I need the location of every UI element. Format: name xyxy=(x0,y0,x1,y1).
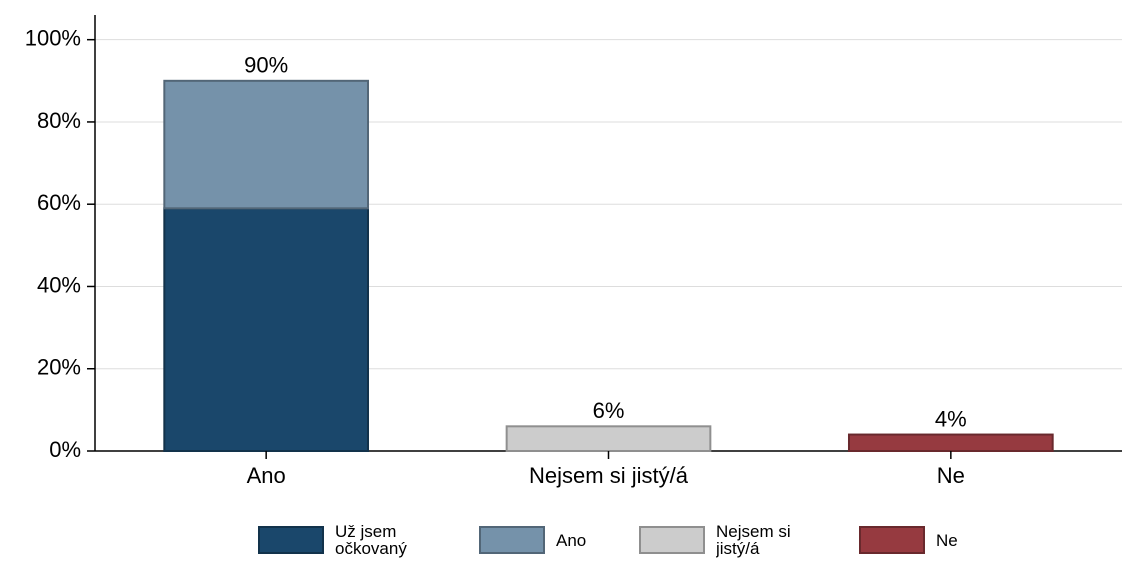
legend-label: Nejsem si jistý/á xyxy=(716,518,816,562)
y-tick-label: 60% xyxy=(37,190,81,215)
legend-text: Už jsem očkovaný xyxy=(335,522,407,558)
bar-segment xyxy=(505,425,712,452)
x-tick-label: Ano xyxy=(247,463,286,488)
y-tick-label: 40% xyxy=(37,272,81,297)
total-label: 4% xyxy=(935,406,967,431)
legend-label-box: Ne xyxy=(936,518,1036,562)
y-tick-label: 0% xyxy=(49,437,81,462)
legend-swatch xyxy=(859,526,925,554)
legend-label: Ano xyxy=(556,518,656,562)
bar-segment xyxy=(847,433,1054,453)
legend-label-box: Už jsem očkovaný xyxy=(335,518,435,562)
x-tick-label: Ne xyxy=(937,463,965,488)
bar-segment xyxy=(163,79,370,210)
legend-swatch xyxy=(639,526,705,554)
legend-swatch xyxy=(258,526,324,554)
legend-text: Nejsem si jistý/á xyxy=(716,522,791,558)
legend-label-box: Nejsem si jistý/á xyxy=(716,518,816,562)
legend-text: Ne xyxy=(936,530,958,550)
y-tick-label: 20% xyxy=(37,355,81,380)
legend-label: Už jsem očkovaný xyxy=(335,518,435,562)
bar-segment xyxy=(163,207,370,452)
x-tick-label: Nejsem si jistý/á xyxy=(529,463,689,488)
legend-swatch xyxy=(479,526,545,554)
total-label: 90% xyxy=(244,53,288,78)
total-label: 6% xyxy=(593,398,625,423)
y-tick-label: 80% xyxy=(37,108,81,133)
y-tick-label: 100% xyxy=(25,25,81,50)
legend-label: Ne xyxy=(936,518,1036,562)
legend-label-box: Ano xyxy=(556,518,656,562)
legend-text: Ano xyxy=(556,530,587,550)
